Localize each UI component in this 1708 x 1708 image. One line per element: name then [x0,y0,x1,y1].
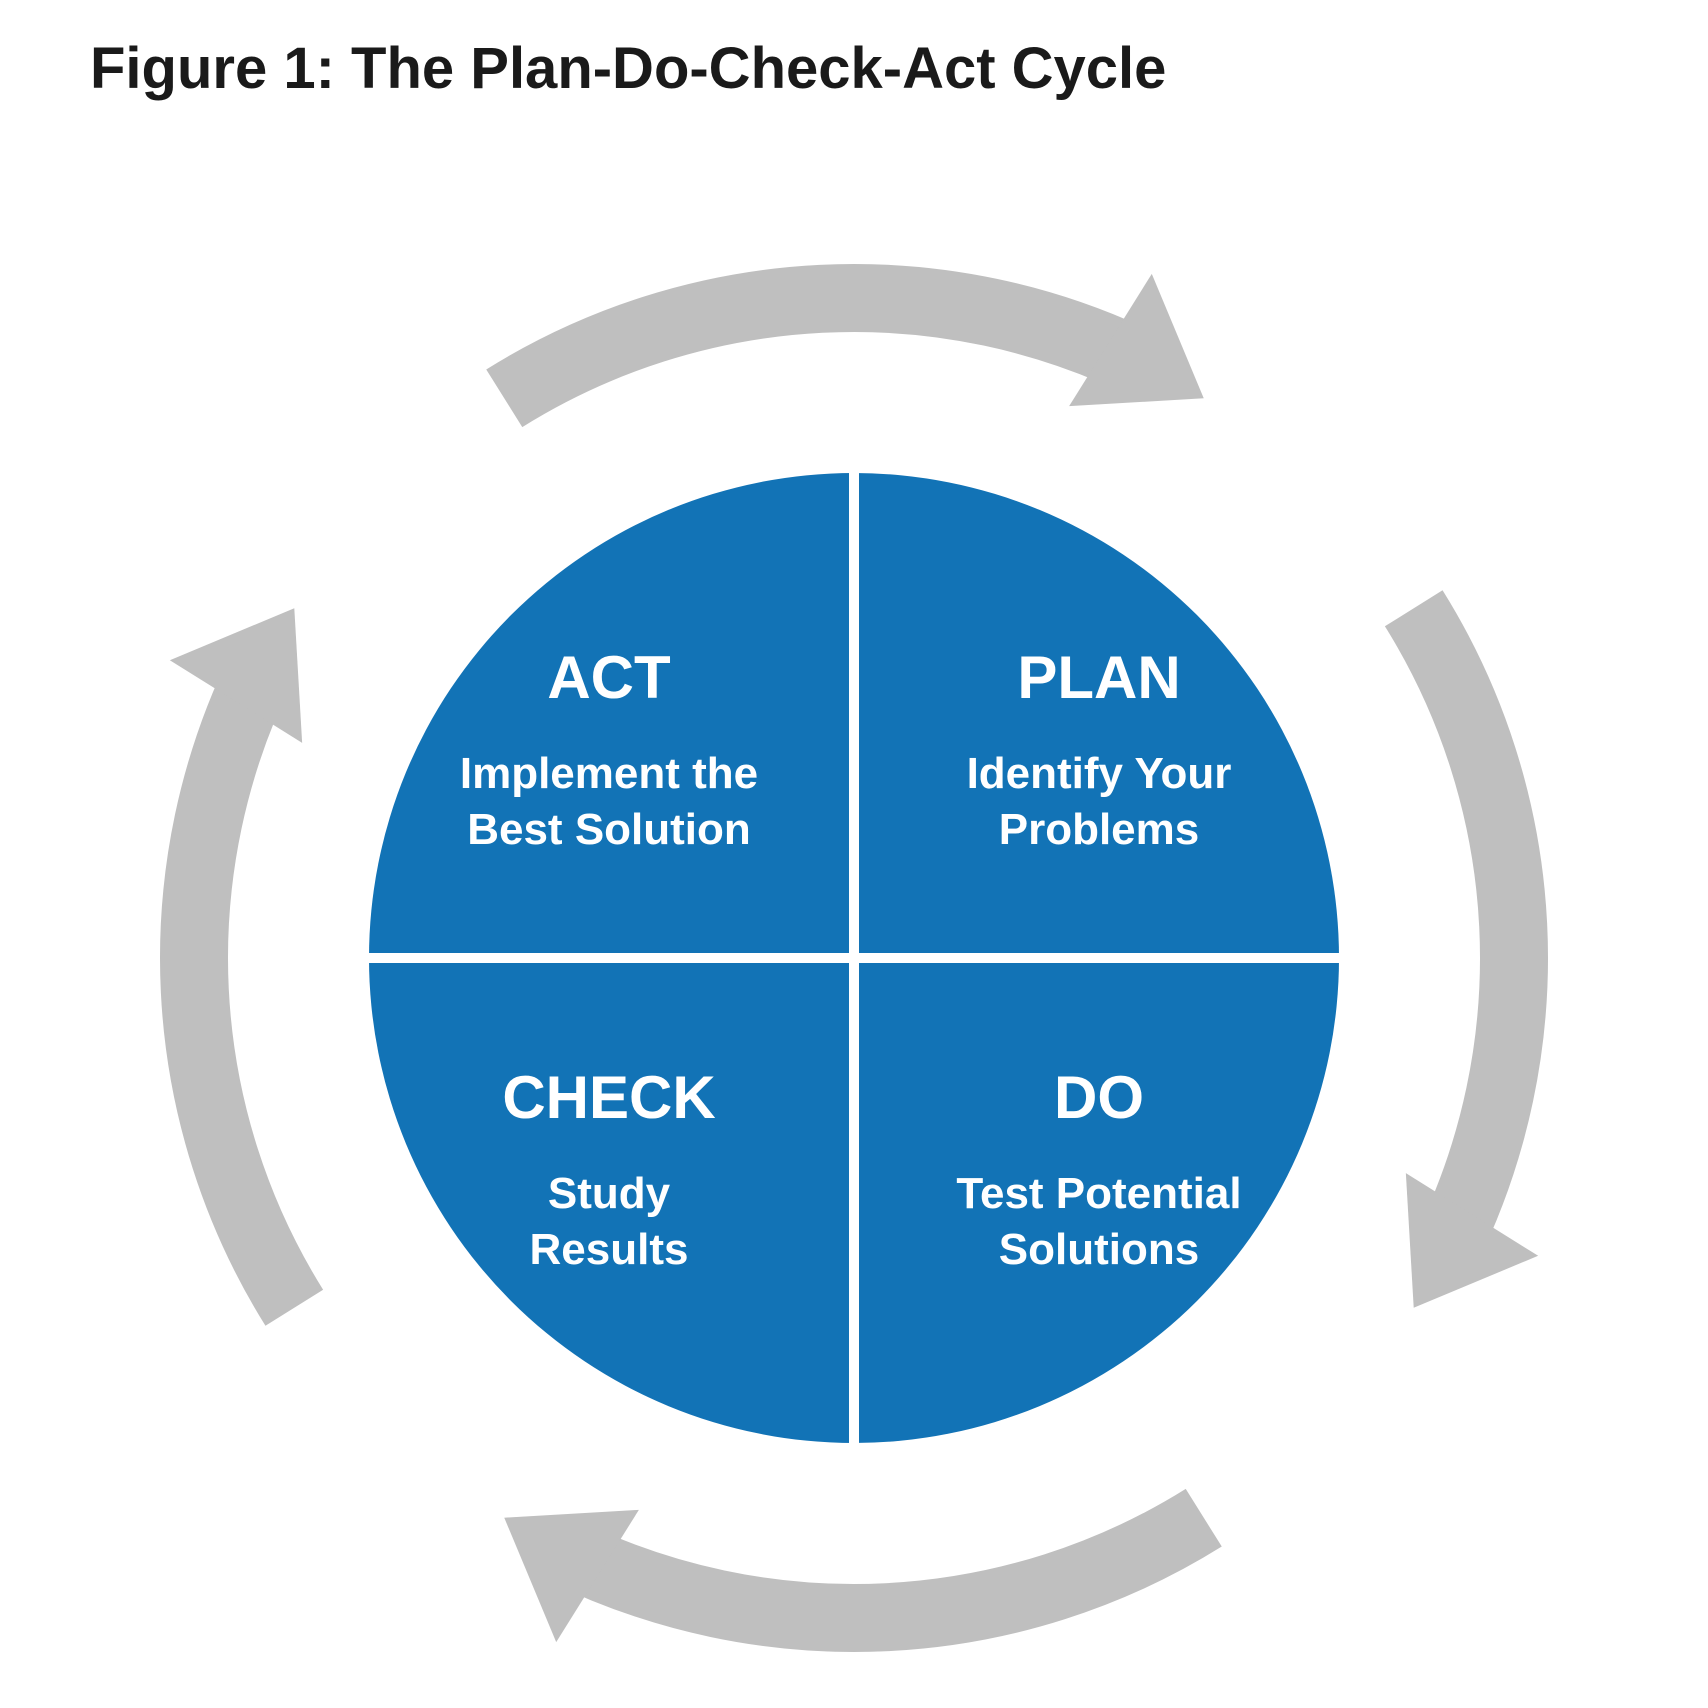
quadrant-plan-desc-1: Identify Your [967,749,1232,798]
cycle-arrow-arc-2 [562,1518,1204,1618]
cycle-arrow-arc-3 [194,666,294,1308]
pdca-diagram: ACT Implement the Best Solution PLAN Ide… [0,0,1708,1708]
cycle-arrow-arc-0 [504,298,1146,398]
quadrant-act-title: ACT [547,644,670,711]
quadrant-check-title: CHECK [502,1064,715,1131]
cycle-arrow-arc-1 [1414,608,1514,1250]
quadrant-check-desc-2: Results [530,1225,689,1274]
quadrant-do-title: DO [1054,1064,1144,1131]
quadrant-act-desc-1: Implement the [460,749,758,798]
quadrant-do-desc-1: Test Potential [956,1169,1241,1218]
quadrant-plan-title: PLAN [1017,644,1180,711]
quadrant-plan-desc-2: Problems [999,805,1200,854]
quadrant-check-desc-1: Study [548,1169,671,1218]
quadrant-do-desc-2: Solutions [999,1225,1199,1274]
quadrant-act-desc-2: Best Solution [467,805,751,854]
pdca-svg: ACT Implement the Best Solution PLAN Ide… [0,0,1708,1708]
